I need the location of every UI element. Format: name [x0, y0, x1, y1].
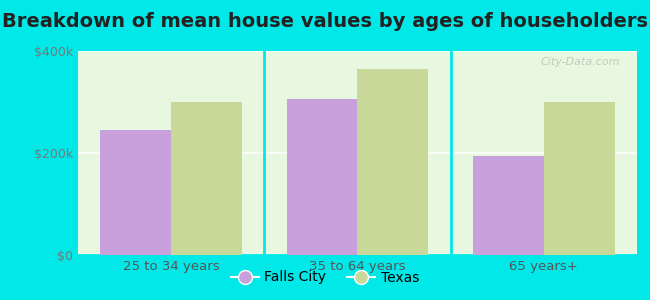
Bar: [100, 130, 171, 255]
Bar: [287, 99, 358, 255]
Legend: Falls City, Texas: Falls City, Texas: [226, 265, 424, 290]
Bar: [473, 155, 544, 255]
Text: City-Data.com: City-Data.com: [541, 57, 620, 67]
Text: Breakdown of mean house values by ages of householders: Breakdown of mean house values by ages o…: [2, 12, 648, 31]
Bar: [358, 69, 428, 255]
Bar: [544, 102, 615, 255]
Bar: [171, 102, 242, 255]
